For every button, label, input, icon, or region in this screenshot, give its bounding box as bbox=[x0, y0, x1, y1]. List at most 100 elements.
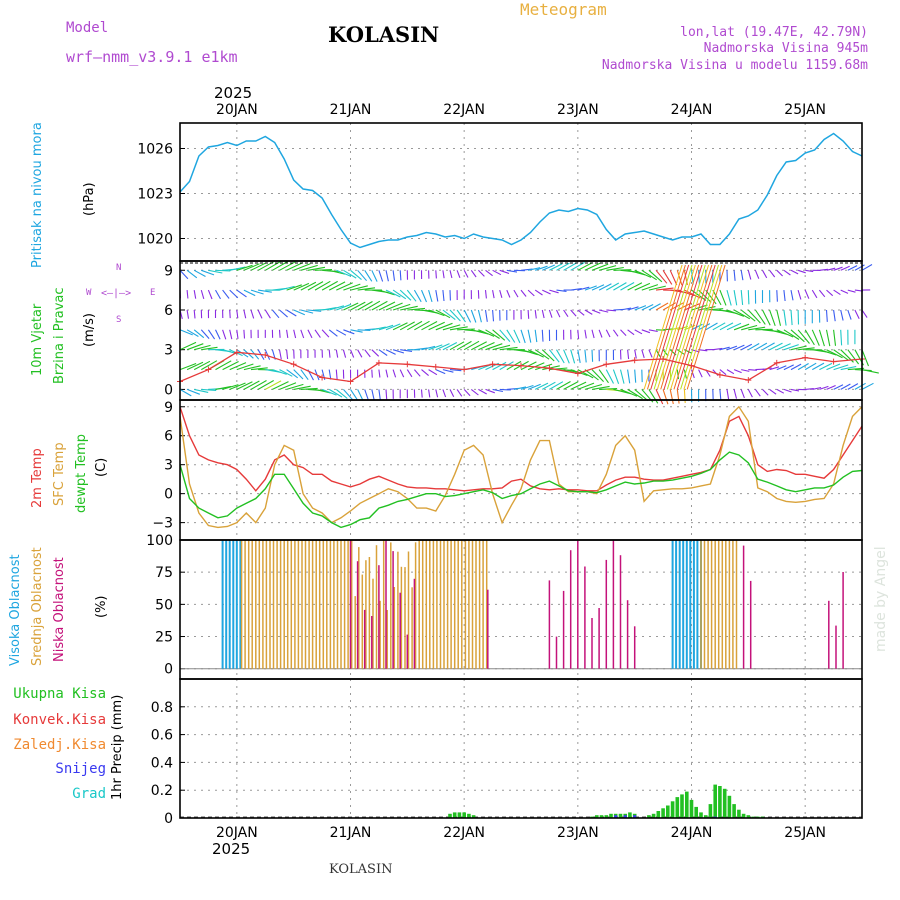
wind-arrow bbox=[186, 361, 204, 371]
wind-compass-glyph: <–|–> bbox=[101, 288, 132, 299]
wind-arrow bbox=[222, 329, 227, 340]
wind-arrow bbox=[826, 349, 843, 359]
wind-arrow bbox=[336, 329, 347, 336]
wind-arrow bbox=[861, 309, 868, 318]
wind-speed-marker bbox=[262, 351, 269, 358]
wind-arrow bbox=[264, 309, 271, 319]
wind-arrow bbox=[591, 284, 605, 291]
wind-arrow bbox=[591, 263, 609, 271]
wind-arrow bbox=[811, 329, 820, 346]
wind-arrow bbox=[840, 289, 849, 294]
wind-arrow bbox=[606, 266, 624, 271]
wind-arrow bbox=[179, 329, 193, 336]
wind-arrow bbox=[556, 289, 567, 292]
precip-total-bar bbox=[699, 812, 703, 818]
wind-arrow bbox=[194, 388, 209, 393]
wind-arrow bbox=[194, 344, 211, 351]
wind-arrow bbox=[712, 347, 723, 351]
wind-arrow bbox=[676, 270, 683, 286]
wind-arrow bbox=[662, 270, 673, 285]
wind-arrow bbox=[797, 363, 809, 371]
y-tick-label: 25 bbox=[155, 630, 173, 646]
wind-arrow bbox=[548, 309, 553, 318]
x-tick-label-bottom: 20JAN bbox=[216, 825, 258, 841]
wind-arrow bbox=[804, 329, 815, 346]
wind-arrow bbox=[570, 381, 587, 390]
wind-arrow bbox=[399, 289, 412, 301]
wind-arrow bbox=[648, 389, 659, 404]
precip-total-bar bbox=[647, 815, 651, 818]
wind-arrow bbox=[783, 290, 786, 302]
wind-arrow bbox=[563, 381, 579, 390]
wind-arrow bbox=[556, 381, 571, 390]
wind-arrow bbox=[513, 329, 521, 344]
wind-arrow bbox=[328, 369, 332, 380]
wind-arrow bbox=[272, 381, 289, 390]
y-tick-label: 6 bbox=[164, 303, 173, 319]
wind-arrow bbox=[463, 389, 471, 397]
model-label: Model bbox=[66, 20, 109, 36]
wind-arrow bbox=[499, 289, 503, 298]
precip-total-bar bbox=[713, 784, 717, 818]
wind-arrow bbox=[819, 362, 833, 371]
wind-arrow bbox=[478, 341, 495, 351]
wind-gust-streak bbox=[680, 264, 719, 390]
wind-arrow bbox=[741, 369, 750, 372]
wind-arrow bbox=[442, 342, 458, 351]
wind-arrow bbox=[825, 329, 831, 347]
wind-arrow bbox=[258, 289, 272, 293]
wind-arrow bbox=[399, 270, 402, 281]
wind-arrow bbox=[520, 329, 526, 344]
wind-arrow bbox=[620, 388, 638, 397]
wind-arrow bbox=[726, 309, 745, 317]
wind-arrow bbox=[534, 309, 537, 319]
wind-arrow bbox=[222, 289, 230, 299]
wind-arrow bbox=[328, 388, 343, 398]
wind-gust-streak bbox=[666, 264, 706, 390]
wind-arrow bbox=[591, 349, 594, 362]
wind-arrow bbox=[400, 349, 413, 352]
wind-compass-e: E bbox=[150, 288, 156, 298]
wind-arrow bbox=[364, 349, 371, 358]
wind-label-2: Brzina i Pravac bbox=[52, 287, 67, 384]
wind-unit: (m/s) bbox=[82, 313, 97, 347]
wind-arrow bbox=[293, 263, 311, 271]
wind-arrow bbox=[577, 286, 590, 291]
wind-arrow bbox=[371, 270, 378, 282]
wind-arrow bbox=[449, 270, 453, 279]
wind-arrow bbox=[740, 309, 756, 322]
wind-arrow bbox=[840, 309, 844, 321]
wind-arrow bbox=[797, 269, 806, 274]
wind-arrow bbox=[449, 309, 461, 322]
temp-sfc-label: SFC Temp bbox=[52, 442, 67, 506]
precip-snow-bar bbox=[614, 815, 618, 818]
precip-total-bar bbox=[467, 813, 471, 818]
wind-arrow bbox=[783, 364, 794, 371]
wind-arrow bbox=[535, 265, 548, 271]
wind-arrow bbox=[783, 344, 799, 351]
wind-arrow bbox=[179, 388, 192, 397]
wind-arrow bbox=[378, 270, 384, 282]
wind-arrow bbox=[847, 265, 858, 271]
wind-arrow bbox=[783, 269, 791, 276]
wind-arrow bbox=[207, 289, 213, 300]
wind-arrow bbox=[463, 309, 472, 323]
wind-arrow bbox=[449, 389, 455, 397]
wind-arrow bbox=[201, 360, 218, 371]
wind-arrow bbox=[399, 321, 415, 331]
y-tick-label: 0.8 bbox=[151, 700, 173, 716]
precip-unit: 1hr Precip (mm) bbox=[110, 694, 125, 800]
wind-arrow bbox=[847, 383, 859, 390]
wind-arrow bbox=[527, 289, 535, 297]
wind-arrow bbox=[641, 304, 654, 311]
wind-gust-streak bbox=[646, 264, 686, 390]
wind-arrow bbox=[278, 349, 282, 360]
wind-arrow bbox=[805, 388, 814, 390]
wind-arrow bbox=[790, 289, 794, 301]
wind-arrow bbox=[776, 269, 783, 277]
page-title: KOLASIN bbox=[328, 22, 440, 47]
wind-arrow bbox=[357, 269, 368, 282]
wind-arrow bbox=[407, 307, 426, 311]
wind-arrow bbox=[826, 289, 834, 297]
wind-arrow bbox=[776, 343, 791, 351]
